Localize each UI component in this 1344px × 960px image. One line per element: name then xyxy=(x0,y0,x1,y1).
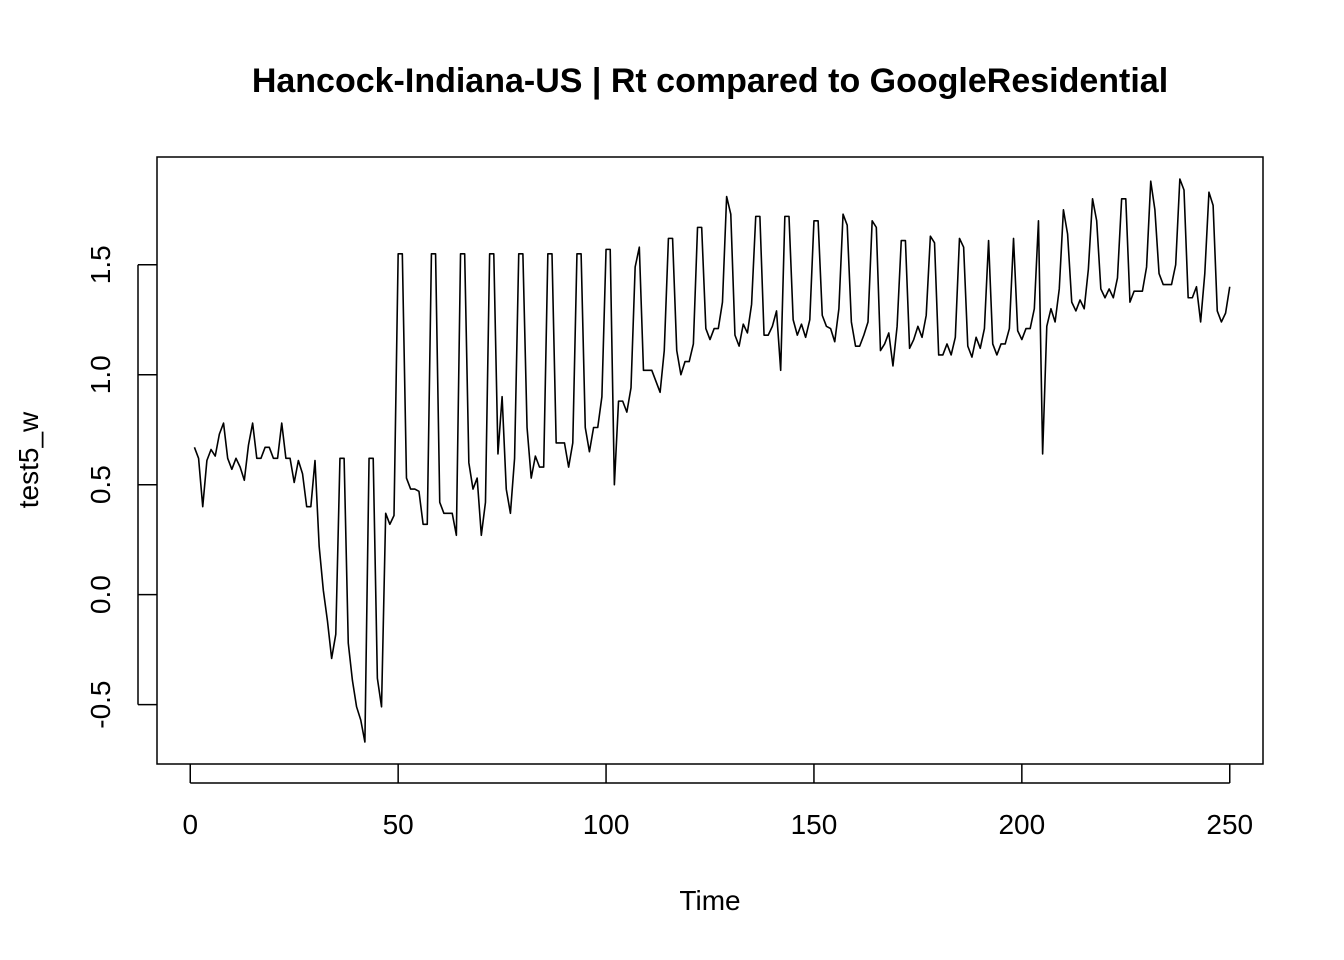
x-tick-label: 50 xyxy=(383,809,414,840)
x-tick-label: 200 xyxy=(998,809,1045,840)
y-axis: -0.5 0.0 0.5 1.0 1.5 xyxy=(85,245,157,729)
x-axis-label: Time xyxy=(679,885,740,916)
x-tick-label: 100 xyxy=(583,809,630,840)
y-tick-label: 0.0 xyxy=(85,575,116,614)
y-tick-label: 1.5 xyxy=(85,245,116,284)
plot-frame xyxy=(156,156,1264,765)
y-axis-label: test5_w xyxy=(13,411,44,508)
x-tick-label: 150 xyxy=(791,809,838,840)
y-tick-label: 1.0 xyxy=(85,355,116,394)
x-tick-label: 250 xyxy=(1206,809,1253,840)
y-tick-label: 0.5 xyxy=(85,465,116,504)
x-axis: 0 50 100 150 200 250 xyxy=(182,764,1253,840)
series-line xyxy=(193,178,1231,743)
y-tick-label: -0.5 xyxy=(85,680,116,728)
x-tick-label: 0 xyxy=(182,809,198,840)
chart-title: Hancock-Indiana-US | Rt compared to Goog… xyxy=(252,62,1168,100)
